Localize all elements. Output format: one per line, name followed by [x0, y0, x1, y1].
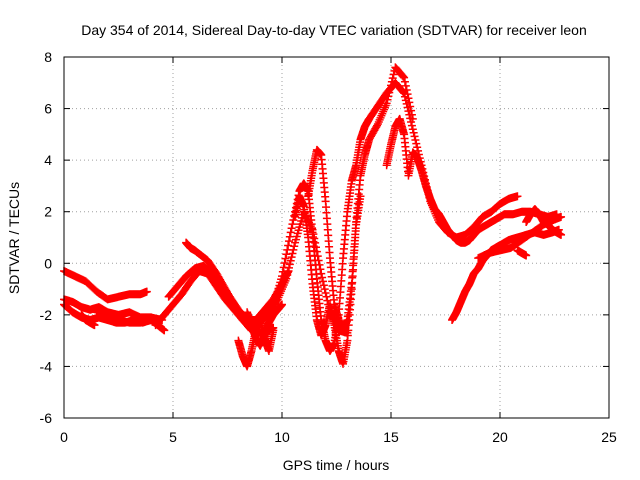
y-tick-label: 2	[44, 204, 52, 220]
data-point	[278, 272, 286, 281]
data-point	[280, 259, 289, 268]
data-point	[147, 316, 156, 325]
data-point	[406, 102, 415, 111]
data-point	[318, 273, 327, 282]
data-point	[90, 321, 99, 330]
data-point	[400, 77, 409, 86]
data-point	[285, 260, 294, 269]
data-point	[285, 232, 294, 241]
data-point	[402, 86, 411, 95]
data-point	[410, 132, 419, 141]
data-point	[278, 300, 286, 309]
series-track-13	[304, 63, 417, 335]
plot-frame	[63, 56, 610, 419]
data-point	[408, 114, 417, 123]
data-point	[387, 81, 395, 90]
y-tick-label: 6	[44, 101, 52, 117]
series-track-5	[77, 310, 99, 330]
x-tick-label: 15	[383, 429, 399, 445]
y-tick-label: 0	[44, 255, 52, 271]
data-point	[290, 242, 299, 251]
data-point	[286, 256, 295, 265]
series-track-17	[513, 246, 531, 260]
data-point	[408, 125, 417, 134]
data-point	[283, 271, 292, 280]
x-tick-label: 10	[274, 429, 290, 445]
data-point	[283, 245, 292, 254]
data-points	[60, 63, 566, 371]
data-point	[403, 90, 412, 99]
x-tick-label: 25	[601, 429, 617, 445]
series-track-1	[60, 267, 151, 304]
y-tick-label: -4	[40, 358, 53, 374]
data-point	[387, 77, 396, 86]
axis-ticks: 0 5 10 15 20 25 -6 -4 -2 0 2 4 6 8	[40, 49, 617, 445]
data-point	[382, 99, 391, 108]
data-point	[287, 224, 296, 233]
data-point	[404, 94, 413, 103]
x-tick-label: 0	[60, 429, 68, 445]
x-tick-label: 5	[169, 429, 177, 445]
data-point	[142, 287, 151, 296]
data-point	[282, 250, 291, 259]
series-track-4	[92, 308, 156, 327]
data-point	[287, 253, 296, 262]
data-point	[385, 88, 394, 97]
y-tick-label: -2	[40, 307, 53, 323]
data-point	[322, 292, 331, 301]
data-point	[412, 139, 421, 148]
data-point	[284, 237, 293, 246]
data-point	[383, 95, 392, 104]
data-point	[557, 230, 566, 239]
y-tick-label: 4	[44, 152, 52, 168]
data-point	[320, 285, 329, 294]
data-point	[269, 326, 278, 335]
data-point	[513, 192, 522, 201]
data-point	[399, 72, 408, 81]
data-point	[407, 106, 416, 115]
x-tick-label: 20	[492, 429, 508, 445]
data-point	[389, 70, 398, 79]
data-point	[413, 143, 422, 152]
data-point	[405, 98, 414, 107]
data-point	[160, 326, 169, 335]
data-point	[288, 220, 297, 229]
data-point	[407, 110, 416, 119]
series-track-18	[522, 205, 566, 239]
data-point	[384, 92, 393, 101]
data-point	[318, 277, 327, 286]
data-point	[279, 263, 288, 272]
data-point	[401, 81, 410, 90]
data-point	[319, 281, 328, 290]
data-point	[373, 121, 382, 130]
data-point	[409, 128, 418, 137]
data-point	[286, 228, 295, 237]
data-point	[388, 74, 397, 83]
data-point	[321, 288, 330, 297]
data-point	[284, 241, 293, 250]
data-point	[386, 84, 395, 93]
data-point	[281, 254, 290, 263]
x-axis-label: GPS time / hours	[283, 457, 390, 473]
data-point	[557, 212, 566, 221]
data-point	[278, 267, 287, 276]
y-tick-label: 8	[44, 49, 52, 65]
data-point	[288, 249, 297, 258]
data-point	[407, 121, 416, 130]
chart-title: Day 354 of 2014, Sidereal Day-to-day VTE…	[81, 22, 587, 38]
data-point	[522, 251, 531, 260]
data-point	[400, 73, 409, 82]
data-point	[411, 136, 420, 145]
y-tick-label: -6	[40, 410, 53, 426]
y-axis-label: SDTVAR / TECUs	[6, 182, 22, 294]
